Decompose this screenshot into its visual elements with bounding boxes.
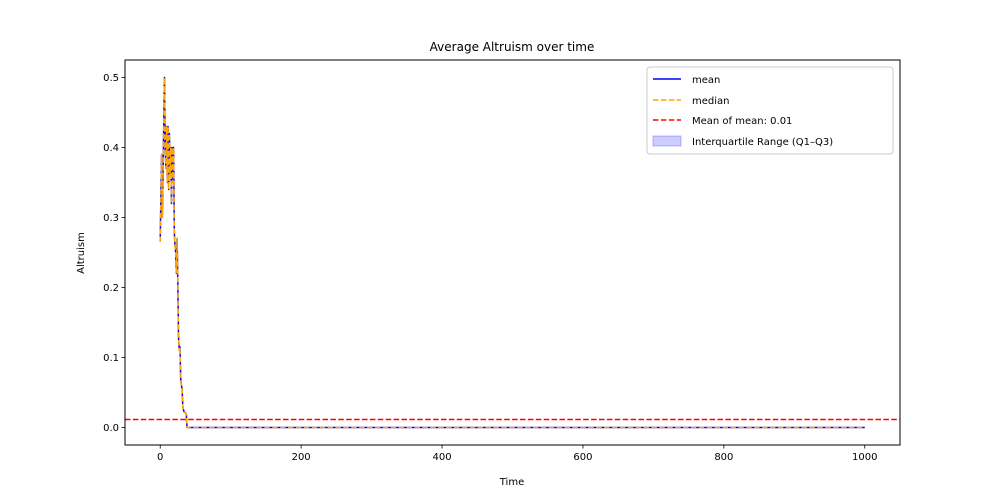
y-tick-label: 0.0 [103,423,119,434]
x-tick-label: 200 [292,452,311,463]
legend-label: median [692,96,730,107]
x-tick-label: 400 [432,452,451,463]
y-axis-label: Altruism [76,232,87,274]
y-tick-label: 0.5 [103,73,119,84]
legend-box [646,66,894,155]
x-axis-label: Time [499,477,524,488]
x-tick-label: 0 [157,452,163,463]
y-tick-label: 0.1 [103,353,119,364]
x-tick-label: 800 [714,452,733,463]
y-axis: 0.0 0.1 0.2 0.3 0.4 0.5 [103,73,125,434]
legend: mean median Mean of mean: 0.01 Interquartil… [646,66,894,155]
chart-title: Average Altruism over time [430,40,595,54]
y-tick-label: 0.4 [103,143,119,154]
x-tick-label: 600 [573,452,592,463]
y-tick-label: 0.3 [103,213,119,224]
x-axis: 0 200 400 600 800 1000 [157,445,877,463]
legend-label: Mean of mean: 0.01 [692,116,792,127]
x-tick-label: 1000 [852,452,877,463]
legend-swatch-iqr [652,135,682,147]
series-line-median [159,76,865,429]
y-tick-label: 0.2 [103,283,119,294]
legend-label: mean [692,75,720,86]
legend-label: Interquartile Range (Q1–Q3) [692,137,833,148]
plot-frame [124,59,901,446]
